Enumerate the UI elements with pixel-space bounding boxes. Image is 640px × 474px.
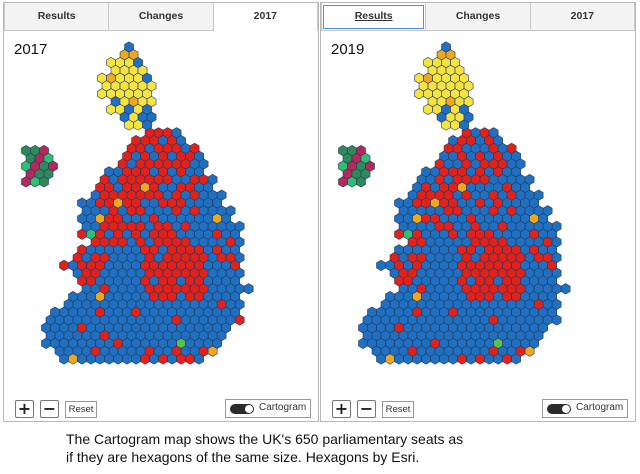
constituency-hex[interactable] xyxy=(185,353,195,365)
constituency-hex[interactable] xyxy=(358,337,368,349)
constituency-hex[interactable] xyxy=(167,353,177,365)
constituency-hex[interactable] xyxy=(457,353,467,365)
constituency-hex[interactable] xyxy=(466,353,476,365)
constituency-hex[interactable] xyxy=(97,88,107,100)
constituency-hex[interactable] xyxy=(439,353,449,365)
zoom-out-button[interactable]: − xyxy=(40,400,59,418)
constituency-hex[interactable] xyxy=(234,314,245,326)
constituency-hex[interactable] xyxy=(414,88,424,100)
tab-bar: Results Changes 2017 xyxy=(321,3,635,31)
constituency-hex[interactable] xyxy=(77,353,87,365)
constituency-hex[interactable] xyxy=(511,353,521,365)
reset-button[interactable]: Reset xyxy=(382,401,414,418)
constituency-hex[interactable] xyxy=(140,353,150,365)
constituency-hex[interactable] xyxy=(176,353,186,365)
tab-2017[interactable]: 2017 xyxy=(213,3,318,31)
constituency-hex[interactable] xyxy=(142,119,152,131)
constituency-hex[interactable] xyxy=(207,345,218,357)
tab-results[interactable]: Results xyxy=(321,3,427,31)
constituency-hex[interactable] xyxy=(441,119,451,131)
constituency-hex[interactable] xyxy=(131,353,141,365)
constituency-hex[interactable] xyxy=(376,259,386,271)
constituency-hex[interactable] xyxy=(493,353,503,365)
tab-changes[interactable]: Changes xyxy=(109,3,214,31)
constituency-hex[interactable] xyxy=(194,353,204,365)
constituency-hex[interactable] xyxy=(68,353,78,365)
zoom-in-button[interactable]: + xyxy=(332,400,351,418)
constituency-hex[interactable] xyxy=(450,119,460,131)
constituency-hex[interactable] xyxy=(21,176,31,188)
constituency-hex[interactable] xyxy=(421,353,431,365)
constituency-hex[interactable] xyxy=(158,353,168,365)
figure-caption: The Cartogram map shows the UK's 650 par… xyxy=(66,430,626,466)
constituency-hex[interactable] xyxy=(376,353,386,365)
constituency-hex[interactable] xyxy=(560,283,571,295)
constituency-hex[interactable] xyxy=(133,119,143,131)
tab-2017[interactable]: 2017 xyxy=(530,3,635,31)
constituency-hex[interactable] xyxy=(484,353,494,365)
cartogram-toggle[interactable]: Cartogram xyxy=(542,399,628,418)
constituency-hex[interactable] xyxy=(106,103,116,115)
map-panel-2019: Results Changes 2017 2019 + − Reset Cart… xyxy=(320,2,636,422)
constituency-hex[interactable] xyxy=(149,353,159,365)
constituency-hex[interactable] xyxy=(423,103,433,115)
constituency-hex[interactable] xyxy=(394,228,404,240)
constituency-hex[interactable] xyxy=(430,353,440,365)
constituency-hex[interactable] xyxy=(59,353,69,365)
map-year-label: 2017 xyxy=(14,41,48,58)
tab-changes[interactable]: Changes xyxy=(426,3,531,31)
constituency-hex[interactable] xyxy=(30,176,40,188)
zoom-out-button[interactable]: − xyxy=(357,400,376,418)
constituency-hex[interactable] xyxy=(95,353,105,365)
tab-results[interactable]: Results xyxy=(4,3,110,31)
constituency-hex[interactable] xyxy=(551,314,562,326)
constituency-hex[interactable] xyxy=(524,345,535,357)
constituency-hex[interactable] xyxy=(448,353,458,365)
map-year-label: 2019 xyxy=(331,41,365,58)
constituency-hex[interactable] xyxy=(338,176,348,188)
cartogram-map[interactable] xyxy=(321,33,635,395)
toggle-label: Cartogram xyxy=(259,402,307,413)
cartogram-map[interactable] xyxy=(4,33,318,395)
constituency-hex[interactable] xyxy=(347,176,357,188)
constituency-hex[interactable] xyxy=(459,119,469,131)
constituency-hex[interactable] xyxy=(243,283,254,295)
constituency-hex[interactable] xyxy=(124,119,134,131)
constituency-hex[interactable] xyxy=(59,259,69,271)
tab-bar: Results Changes 2017 xyxy=(4,3,318,31)
constituency-hex[interactable] xyxy=(39,176,49,188)
caption-line-1: The Cartogram map shows the UK's 650 par… xyxy=(66,431,464,447)
map-panel-2017: Results Changes 2017 2017 + − Reset Cart… xyxy=(3,2,319,422)
constituency-hex[interactable] xyxy=(475,353,485,365)
constituency-hex[interactable] xyxy=(502,353,512,365)
constituency-hex[interactable] xyxy=(104,353,114,365)
toggle-switch-icon xyxy=(547,404,571,414)
constituency-hex[interactable] xyxy=(412,353,422,365)
constituency-hex[interactable] xyxy=(394,353,404,365)
constituency-hex[interactable] xyxy=(41,337,51,349)
zoom-in-button[interactable]: + xyxy=(15,400,34,418)
constituency-hex[interactable] xyxy=(122,353,132,365)
caption-line-2: if they are hexagons of the same size. H… xyxy=(66,449,420,465)
constituency-hex[interactable] xyxy=(86,353,96,365)
cartogram-toggle[interactable]: Cartogram xyxy=(225,399,311,418)
constituency-hex[interactable] xyxy=(113,353,123,365)
toggle-switch-icon xyxy=(230,404,254,414)
constituency-hex[interactable] xyxy=(385,353,395,365)
reset-button[interactable]: Reset xyxy=(65,401,97,418)
constituency-hex[interactable] xyxy=(356,176,366,188)
toggle-label: Cartogram xyxy=(576,402,624,413)
constituency-hex[interactable] xyxy=(403,353,413,365)
constituency-hex[interactable] xyxy=(77,228,87,240)
